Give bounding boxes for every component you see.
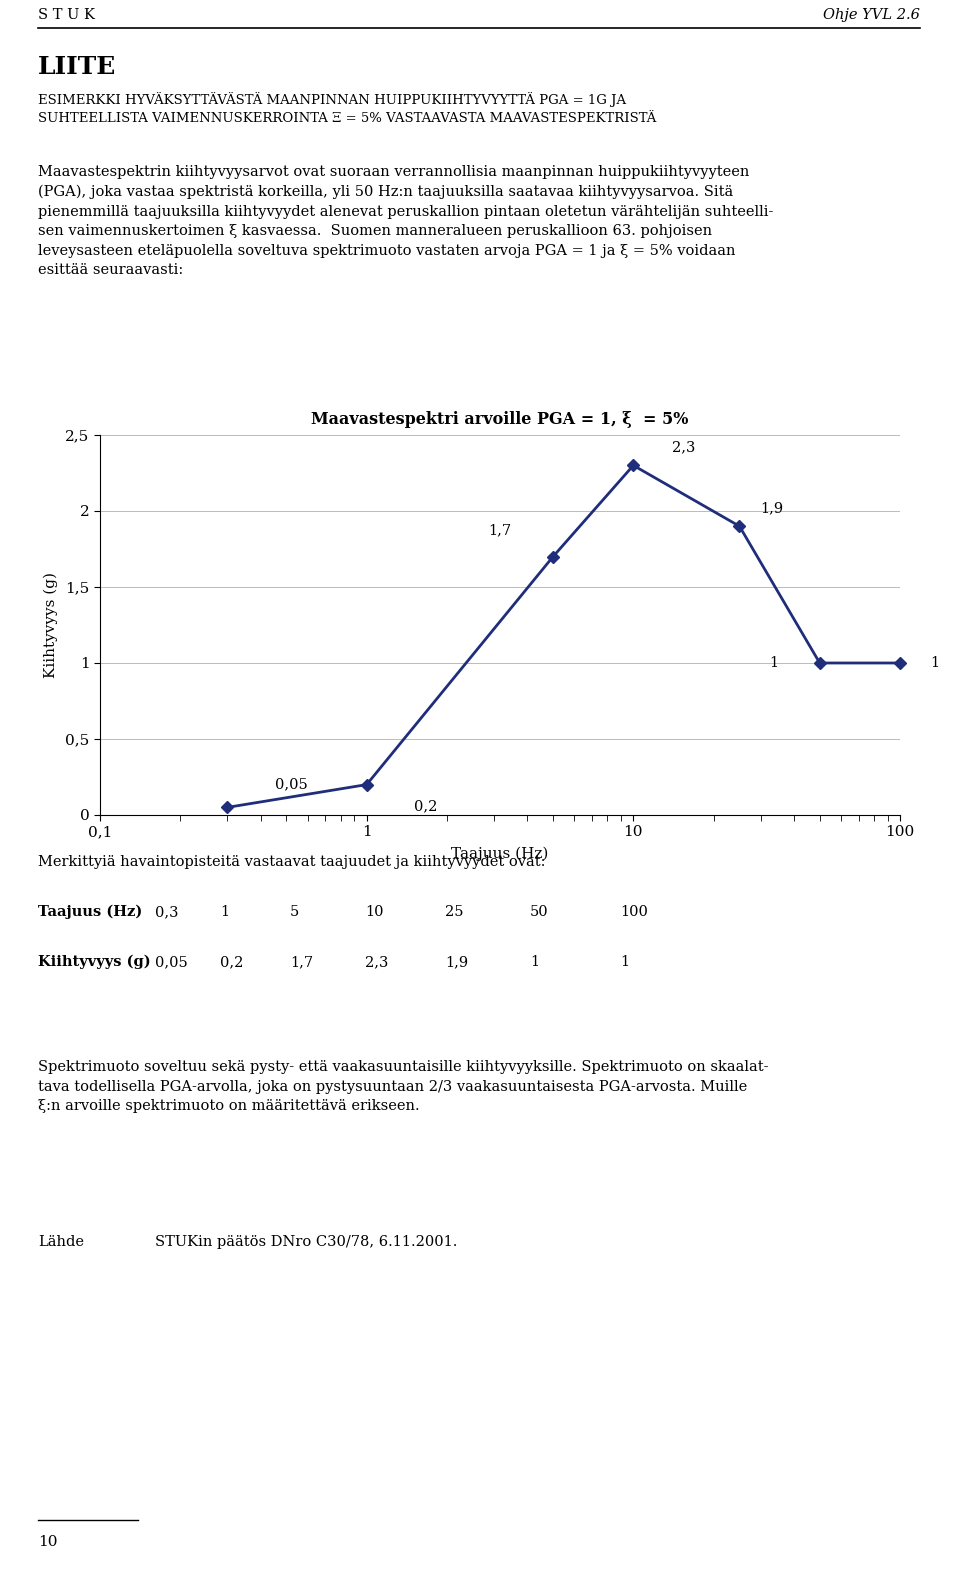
Text: Lähde: Lähde <box>38 1236 84 1250</box>
Text: 10: 10 <box>365 904 383 918</box>
Title: Maavastespektri arvoille PGA = 1, ξ  = 5%: Maavastespektri arvoille PGA = 1, ξ = 5% <box>311 411 688 429</box>
Text: 50: 50 <box>530 904 548 918</box>
Text: 1,9: 1,9 <box>445 955 468 969</box>
Text: 1,9: 1,9 <box>760 501 783 515</box>
Text: 25: 25 <box>445 904 464 918</box>
Text: Kiihtyvyys (g): Kiihtyvyys (g) <box>38 955 151 969</box>
Text: 5: 5 <box>290 904 300 918</box>
Text: S T U K: S T U K <box>38 8 95 22</box>
Text: 1: 1 <box>930 656 940 670</box>
Text: 0,2: 0,2 <box>220 955 244 969</box>
Text: 0,3: 0,3 <box>155 904 179 918</box>
Text: 1,7: 1,7 <box>290 955 313 969</box>
Text: 0,05: 0,05 <box>275 777 307 791</box>
Text: 0,2: 0,2 <box>414 799 437 813</box>
X-axis label: Taajuus (Hz): Taajuus (Hz) <box>451 846 549 860</box>
Text: Spektrimuoto soveltuu sekä pysty- että vaakasuuntaisille kiihtyvyyksille. Spektr: Spektrimuoto soveltuu sekä pysty- että v… <box>38 1060 769 1113</box>
Text: SUHTEELLISTA VAIMENNUSKERROINTA Ξ = 5% VASTAAVASTA MAAVASTESPEKTRISTÄ: SUHTEELLISTA VAIMENNUSKERROINTA Ξ = 5% V… <box>38 111 657 126</box>
Y-axis label: Kiihtyvyys (g): Kiihtyvyys (g) <box>44 571 59 678</box>
Text: Ohje YVL 2.6: Ohje YVL 2.6 <box>823 8 920 22</box>
Text: 1: 1 <box>769 656 779 670</box>
Text: 100: 100 <box>620 904 648 918</box>
Text: 1: 1 <box>530 955 540 969</box>
Text: 2,3: 2,3 <box>672 440 696 454</box>
Text: Taajuus (Hz): Taajuus (Hz) <box>38 904 142 920</box>
Text: LIITE: LIITE <box>38 55 116 78</box>
Text: 10: 10 <box>38 1535 58 1550</box>
Text: 1: 1 <box>220 904 229 918</box>
Text: STUKin päätös DNro C30/78, 6.11.2001.: STUKin päätös DNro C30/78, 6.11.2001. <box>155 1236 457 1250</box>
Text: 2,3: 2,3 <box>365 955 389 969</box>
Text: ESIMERKKI HYVÄKSYTTÄVÄSTÄ MAANPINNAN HUIPPUKIIHTYVYYTTÄ PGA = 1G JA: ESIMERKKI HYVÄKSYTTÄVÄSTÄ MAANPINNAN HUI… <box>38 93 626 107</box>
Text: 1: 1 <box>620 955 629 969</box>
Text: 1,7: 1,7 <box>489 524 512 539</box>
Text: Merkittyiä havaintopisteitä vastaavat taajuudet ja kiihtyvyydet ovat:: Merkittyiä havaintopisteitä vastaavat ta… <box>38 856 545 870</box>
Text: 0,05: 0,05 <box>155 955 188 969</box>
Text: Maavastespektrin kiihtyvyysarvot ovat suoraan verrannollisia maanpinnan huippuki: Maavastespektrin kiihtyvyysarvot ovat su… <box>38 165 774 276</box>
